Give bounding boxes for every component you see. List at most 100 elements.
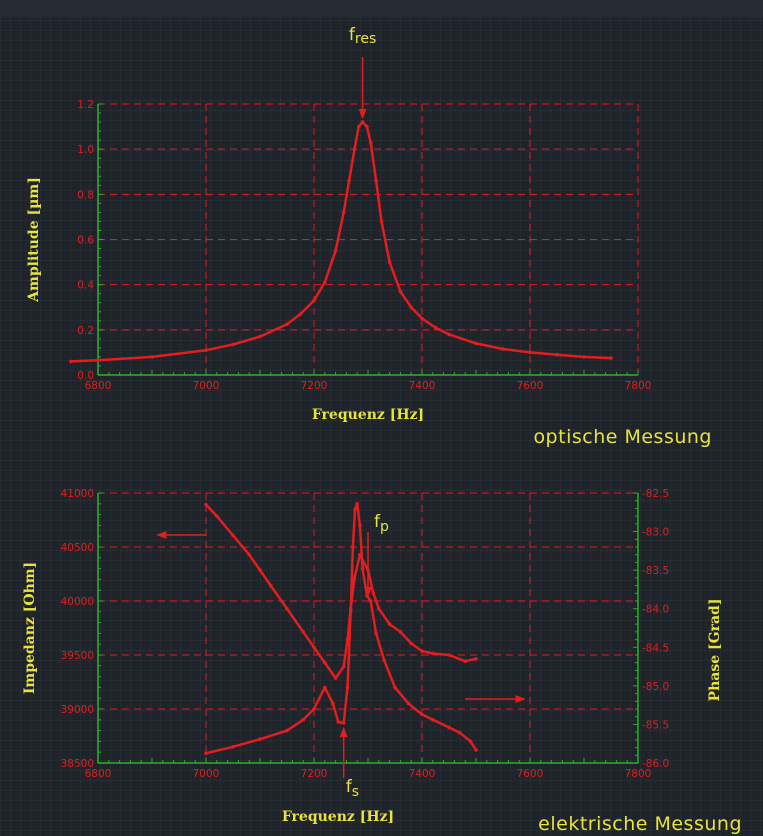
amplitude-series-point-15 [360,120,365,124]
amplitude-series-point-0 [69,359,73,364]
phase-series-point-12 [345,637,350,642]
electrical-y-tick-1: 39000 [61,704,94,716]
phase-series-point-5 [269,583,273,588]
impedance-series-point-16 [360,566,365,571]
amplitude-series-point-18 [374,179,378,183]
phase-series-point-9 [323,660,327,665]
optical-y-tick-4: 0.8 [77,189,94,201]
electrical-y2-tick-0: -86.0 [642,758,669,770]
phase-series-point-4 [258,568,262,572]
electrical-x-label: Frequenz [Hz] [282,809,394,825]
impedance-series-point-10 [345,685,350,690]
amplitude-series-point-17 [368,140,373,145]
electrical-y2-tick-5: -83.5 [642,565,669,577]
amplitude-series-point-29 [555,352,559,357]
optical-y-tick-6: 1.2 [77,99,94,111]
electrical-y2-tick-7: -82.5 [642,488,669,500]
amplitude-series-point-12 [347,179,351,183]
electrical-y2-tick-2: -85.0 [642,681,669,693]
electrical-x-tick-0: 6800 [85,768,112,780]
amplitude-series-point-3 [204,348,208,353]
optical-caption: optische Messung [533,426,712,448]
amplitude-series-point-14 [357,124,361,129]
electrical-x-tick-3: 7400 [409,768,436,780]
electrical-chart: 6800 7000 7200 7400 7600 7800 38500 39000 39500 4… [22,488,742,835]
impedance-series [205,502,478,755]
annotation-f-s: fs [346,777,359,800]
amplitude-series-point-1 [96,358,100,363]
impedance-series-point-22 [406,701,411,706]
impedance-series-point-21 [393,685,397,690]
phase-series-point-21 [409,641,414,646]
amplitude-series-point-5 [258,334,262,339]
annotation-f-p: fp [374,512,389,535]
amplitude-series-point-8 [312,298,316,303]
amplitude-series [70,120,612,363]
impedance-series-point-14 [355,502,360,506]
impedance-series-point-28 [474,748,478,752]
impedance-series-point-24 [431,718,435,722]
phase-series-point-22 [420,649,424,653]
impedance-series-point-6 [323,685,327,690]
phase-series-point-20 [398,630,403,634]
amplitude-series-point-22 [409,305,414,310]
amplitude-series-point-31 [609,356,613,360]
electrical-y-tick-3: 40000 [61,596,94,608]
amplitude-series-point-6 [285,322,289,327]
amplitude-series-point-23 [420,316,424,321]
electrical-y-tick-4: 40500 [61,542,94,554]
electrical-y2-tick-6: -83.0 [642,527,669,539]
amplitude-series-point-7 [298,312,303,316]
phase-series-point-6 [285,606,289,611]
phase-series-point-25 [463,659,468,663]
optical-x-tick-5: 7800 [625,380,652,392]
optical-x-label: Frequenz [Hz] [312,407,424,423]
phase-series-point-0 [204,502,208,507]
amplitude-series-point-9 [323,280,327,285]
phase-series-point-18 [377,606,381,611]
phase-series-point-10 [333,676,338,680]
impedance-series-point-3 [285,728,289,733]
electrical-y2-label: Phase [Grad] [707,599,723,702]
optical-y-tick-3: 0.6 [77,235,94,247]
amplitude-series-point-2 [150,355,154,359]
electrical-y2-tick-3: -84.5 [642,642,669,654]
impedance-series-point-20 [382,658,387,663]
impedance-series-point-25 [447,725,451,730]
phase-series-point-1 [215,514,219,518]
electrical-y-tick-0: 38500 [61,758,94,770]
phase-series-point-23 [431,651,435,656]
phase-series-point-26 [474,657,478,661]
electrical-x-tick-1: 7000 [193,768,220,780]
amplitude-series-point-28 [528,350,532,355]
annotation-f-res: fres [349,25,376,47]
amplitude-series-point-16 [365,124,369,129]
amplitude-series-point-27 [501,347,505,351]
phase-series-point-17 [371,591,376,596]
amplitude-series-point-13 [352,147,357,151]
optical-y-tick-1: 0.2 [77,325,94,337]
optical-chart: 6800 7000 7200 7400 7600 7800 0.0 0.2 0.4 0.6 0.8 1… [26,25,712,448]
electrical-x-tick-4: 7600 [517,768,544,780]
amplitude-series-point-20 [387,260,392,264]
phase-series-point-19 [387,622,392,626]
electrical-x-tick-2: 7200 [301,768,328,780]
amplitude-series-point-10 [333,249,338,253]
amplitude-series-point-26 [474,341,478,346]
phase-series-point-15 [358,552,362,557]
top-bar [0,0,763,18]
amplitude-series-point-19 [379,219,384,224]
electrical-y-tick-2: 39500 [61,650,94,662]
impedance-series-point-15 [358,523,362,528]
optical-x-tick-4: 7600 [517,380,544,392]
impedance-series-point-23 [420,712,424,717]
electrical-caption: elektrische Messung [538,813,742,835]
optical-x-tick-0: 6800 [85,380,112,392]
amplitude-series-point-21 [398,289,403,294]
impedance-series-point-4 [301,718,306,722]
phase-series [205,503,477,680]
amplitude-series-point-30 [582,355,586,359]
electrical-y-tick-5: 41000 [61,488,94,500]
phase-series-point-2 [231,533,235,538]
